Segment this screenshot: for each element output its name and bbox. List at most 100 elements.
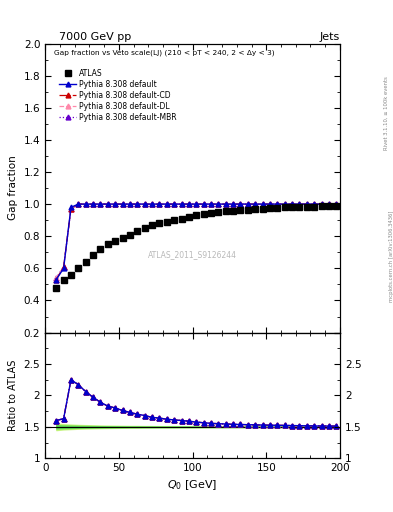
- ATLAS: [201, 210, 206, 217]
- Pythia 8.308 default-CD: [105, 201, 110, 207]
- Pythia 8.308 default-CD: [201, 201, 206, 207]
- Pythia 8.308 default-CD: [150, 201, 154, 207]
- Pythia 8.308 default-MBR: [120, 201, 125, 207]
- Pythia 8.308 default-MBR: [105, 201, 110, 207]
- Pythia 8.308 default-MBR: [179, 201, 184, 207]
- Pythia 8.308 default-DL: [305, 201, 309, 207]
- Pythia 8.308 default-DL: [231, 201, 235, 207]
- Pythia 8.308 default: [172, 201, 176, 207]
- ATLAS: [172, 217, 176, 223]
- Text: Rivet 3.1.10, ≥ 100k events: Rivet 3.1.10, ≥ 100k events: [384, 76, 388, 150]
- Pythia 8.308 default-MBR: [113, 201, 118, 207]
- ATLAS: [334, 203, 339, 209]
- Pythia 8.308 default-MBR: [290, 201, 294, 207]
- Y-axis label: Gap fraction: Gap fraction: [8, 156, 18, 221]
- Pythia 8.308 default-DL: [260, 201, 265, 207]
- Pythia 8.308 default-DL: [246, 201, 250, 207]
- ATLAS: [319, 203, 324, 209]
- Pythia 8.308 default: [201, 201, 206, 207]
- ATLAS: [113, 238, 118, 244]
- Pythia 8.308 default-MBR: [76, 201, 81, 207]
- Pythia 8.308 default-DL: [201, 201, 206, 207]
- ATLAS: [312, 203, 316, 209]
- Pythia 8.308 default-DL: [172, 201, 176, 207]
- Pythia 8.308 default: [135, 201, 140, 207]
- Pythia 8.308 default-CD: [98, 201, 103, 207]
- ATLAS: [135, 228, 140, 234]
- Pythia 8.308 default-DL: [297, 201, 302, 207]
- Line: Pythia 8.308 default-CD: Pythia 8.308 default-CD: [54, 202, 339, 282]
- Pythia 8.308 default-MBR: [260, 201, 265, 207]
- Pythia 8.308 default-CD: [83, 201, 88, 207]
- Pythia 8.308 default-CD: [164, 201, 169, 207]
- Pythia 8.308 default-MBR: [275, 201, 280, 207]
- Pythia 8.308 default-DL: [253, 201, 257, 207]
- ATLAS: [194, 212, 198, 219]
- Pythia 8.308 default: [69, 204, 73, 210]
- Pythia 8.308 default-DL: [275, 201, 280, 207]
- ATLAS: [246, 206, 250, 212]
- Pythia 8.308 default-DL: [290, 201, 294, 207]
- Pythia 8.308 default: [268, 201, 272, 207]
- Pythia 8.308 default-CD: [319, 201, 324, 207]
- Pythia 8.308 default-CD: [216, 201, 221, 207]
- X-axis label: $Q_0$ [GeV]: $Q_0$ [GeV]: [167, 479, 218, 493]
- ATLAS: [69, 272, 73, 278]
- Pythia 8.308 default-CD: [253, 201, 257, 207]
- Pythia 8.308 default-CD: [231, 201, 235, 207]
- Pythia 8.308 default-CD: [334, 201, 339, 207]
- Pythia 8.308 default-DL: [98, 201, 103, 207]
- Pythia 8.308 default: [113, 201, 118, 207]
- Pythia 8.308 default: [164, 201, 169, 207]
- Pythia 8.308 default-MBR: [172, 201, 176, 207]
- Pythia 8.308 default-MBR: [209, 201, 213, 207]
- Pythia 8.308 default-CD: [142, 201, 147, 207]
- Pythia 8.308 default-CD: [120, 201, 125, 207]
- Pythia 8.308 default-DL: [91, 201, 95, 207]
- Pythia 8.308 default-MBR: [319, 201, 324, 207]
- ATLAS: [61, 276, 66, 283]
- Pythia 8.308 default-DL: [76, 201, 81, 207]
- Pythia 8.308 default: [246, 201, 250, 207]
- ATLAS: [231, 207, 235, 214]
- Pythia 8.308 default: [179, 201, 184, 207]
- Pythia 8.308 default-DL: [312, 201, 316, 207]
- Pythia 8.308 default: [142, 201, 147, 207]
- ATLAS: [142, 225, 147, 231]
- Pythia 8.308 default-MBR: [216, 201, 221, 207]
- Pythia 8.308 default-MBR: [194, 201, 198, 207]
- Pythia 8.308 default: [120, 201, 125, 207]
- Pythia 8.308 default: [231, 201, 235, 207]
- ATLAS: [209, 210, 213, 216]
- Pythia 8.308 default-DL: [142, 201, 147, 207]
- ATLAS: [187, 214, 191, 220]
- Pythia 8.308 default-DL: [150, 201, 154, 207]
- Line: ATLAS: ATLAS: [53, 203, 340, 291]
- Pythia 8.308 default-CD: [113, 201, 118, 207]
- ATLAS: [164, 219, 169, 225]
- ATLAS: [54, 285, 59, 291]
- ATLAS: [305, 204, 309, 210]
- Pythia 8.308 default: [194, 201, 198, 207]
- Pythia 8.308 default: [297, 201, 302, 207]
- Pythia 8.308 default: [150, 201, 154, 207]
- Pythia 8.308 default-CD: [297, 201, 302, 207]
- Pythia 8.308 default-CD: [223, 201, 228, 207]
- ATLAS: [216, 209, 221, 215]
- Pythia 8.308 default-MBR: [268, 201, 272, 207]
- Pythia 8.308 default-MBR: [150, 201, 154, 207]
- Pythia 8.308 default: [275, 201, 280, 207]
- Legend: ATLAS, Pythia 8.308 default, Pythia 8.308 default-CD, Pythia 8.308 default-DL, P: ATLAS, Pythia 8.308 default, Pythia 8.30…: [58, 68, 178, 123]
- Pythia 8.308 default-CD: [61, 264, 66, 270]
- Line: Pythia 8.308 default-MBR: Pythia 8.308 default-MBR: [54, 202, 339, 281]
- Pythia 8.308 default-MBR: [246, 201, 250, 207]
- Pythia 8.308 default: [98, 201, 103, 207]
- Pythia 8.308 default-MBR: [201, 201, 206, 207]
- Pythia 8.308 default-MBR: [128, 201, 132, 207]
- Pythia 8.308 default-DL: [128, 201, 132, 207]
- ATLAS: [128, 231, 132, 238]
- Pythia 8.308 default-DL: [194, 201, 198, 207]
- Pythia 8.308 default-CD: [135, 201, 140, 207]
- ATLAS: [260, 205, 265, 211]
- Pythia 8.308 default-MBR: [297, 201, 302, 207]
